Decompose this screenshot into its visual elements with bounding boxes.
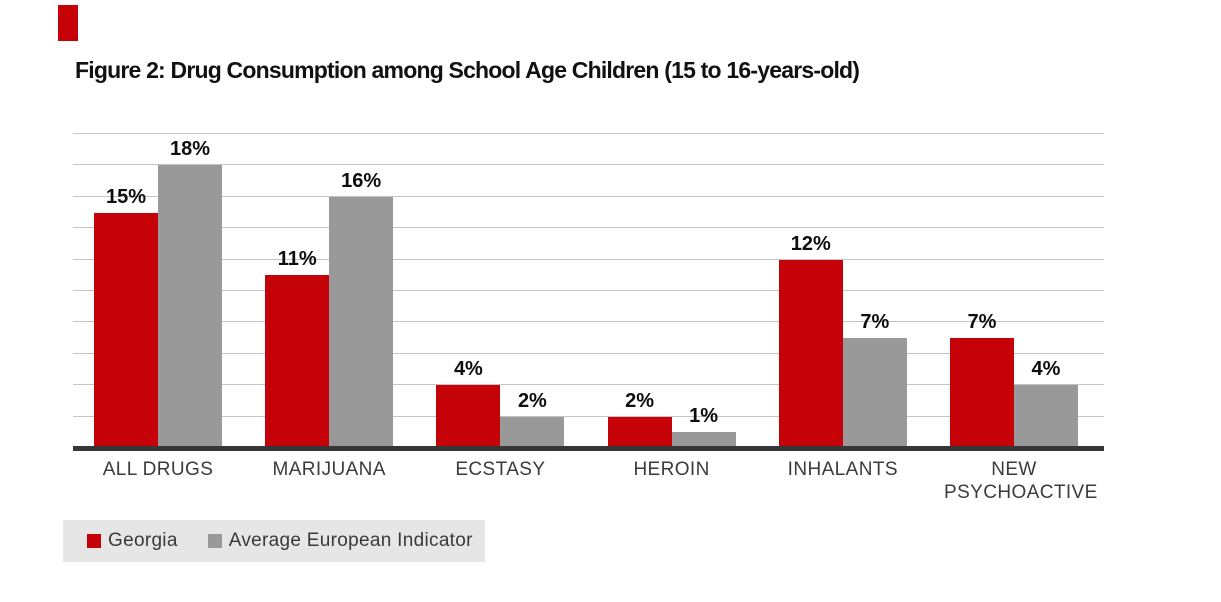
bar-georgia-all-drugs — [94, 212, 158, 448]
gridline-20pct — [73, 133, 1104, 134]
value-label-georgia-heroin: 2% — [625, 389, 655, 412]
value-label-georgia-inhalants: 12% — [790, 232, 831, 255]
value-label-average-european-indicator-new-psychoactive: 4% — [1031, 358, 1061, 381]
value-label-georgia-ecstasy: 4% — [453, 358, 483, 381]
chart-title: Figure 2: Drug Consumption among School … — [75, 57, 860, 83]
bar-average-european-indicator-ecstasy — [500, 416, 565, 448]
gridline-6pct — [73, 352, 1104, 354]
x-axis-line — [73, 446, 1104, 451]
bar-average-european-indicator-new-psychoactive — [1014, 385, 1078, 448]
legend-item-average-european-indicator: Average European Indicator — [207, 530, 473, 552]
bar-georgia-marijuana — [265, 275, 330, 448]
value-label-georgia-marijuana: 11% — [277, 248, 317, 271]
value-label-georgia-all-drugs: 15% — [105, 185, 147, 208]
bar-georgia-heroin — [607, 416, 672, 448]
value-label-georgia-new-psychoactive: 7% — [967, 311, 997, 334]
legend-label-average-european-indicator: Average European Indicator — [228, 530, 473, 551]
value-label-average-european-indicator-inhalants: 7% — [860, 311, 890, 334]
gridline-16pct — [73, 195, 1104, 197]
category-label-all-drugs: ALL DRUGS — [102, 459, 214, 480]
gridline-14pct — [73, 227, 1104, 229]
legend-swatch-georgia-icon — [87, 534, 101, 548]
legend: Georgia Average European Indicator — [63, 520, 485, 562]
accent-mark — [58, 5, 78, 41]
value-label-average-european-indicator-ecstasy: 2% — [517, 389, 547, 412]
bar-georgia-inhalants — [778, 259, 843, 448]
bar-average-european-indicator-inhalants — [842, 338, 907, 448]
category-label-new-psychoactive: NEW PSYCHOACTIVE — [944, 459, 1098, 503]
legend-item-georgia: Georgia — [87, 530, 178, 552]
bar-average-european-indicator-marijuana — [329, 196, 394, 448]
gridline-10pct — [73, 290, 1104, 291]
gridline-8pct — [73, 321, 1104, 323]
bar-georgia-ecstasy — [436, 385, 501, 448]
value-label-average-european-indicator-heroin: 1% — [689, 405, 719, 428]
category-label-ecstasy: ECSTASY — [455, 459, 546, 480]
value-label-average-european-indicator-marijuana: 16% — [341, 169, 382, 192]
gridline-12pct — [73, 258, 1104, 260]
bar-georgia-new-psychoactive — [950, 338, 1014, 448]
legend-swatch-average-european-indicator-icon — [207, 534, 222, 548]
category-label-heroin: HEROIN — [633, 459, 710, 480]
category-label-inhalants: INHALANTS — [787, 459, 898, 480]
gridline-2pct — [73, 415, 1104, 417]
legend-label-georgia: Georgia — [108, 530, 178, 551]
gridline-18pct — [73, 164, 1104, 166]
plot-area: 15% 18% 11% 16% 4% 2% 2% 1% 12% 7% 7% 4% — [73, 130, 1104, 448]
value-label-average-european-indicator-all-drugs: 18% — [169, 138, 211, 161]
gridline-4pct — [73, 384, 1104, 386]
category-label-marijuana: MARIJUANA — [272, 459, 386, 480]
bar-average-european-indicator-heroin — [671, 432, 736, 448]
bar-average-european-indicator-all-drugs — [158, 165, 222, 448]
